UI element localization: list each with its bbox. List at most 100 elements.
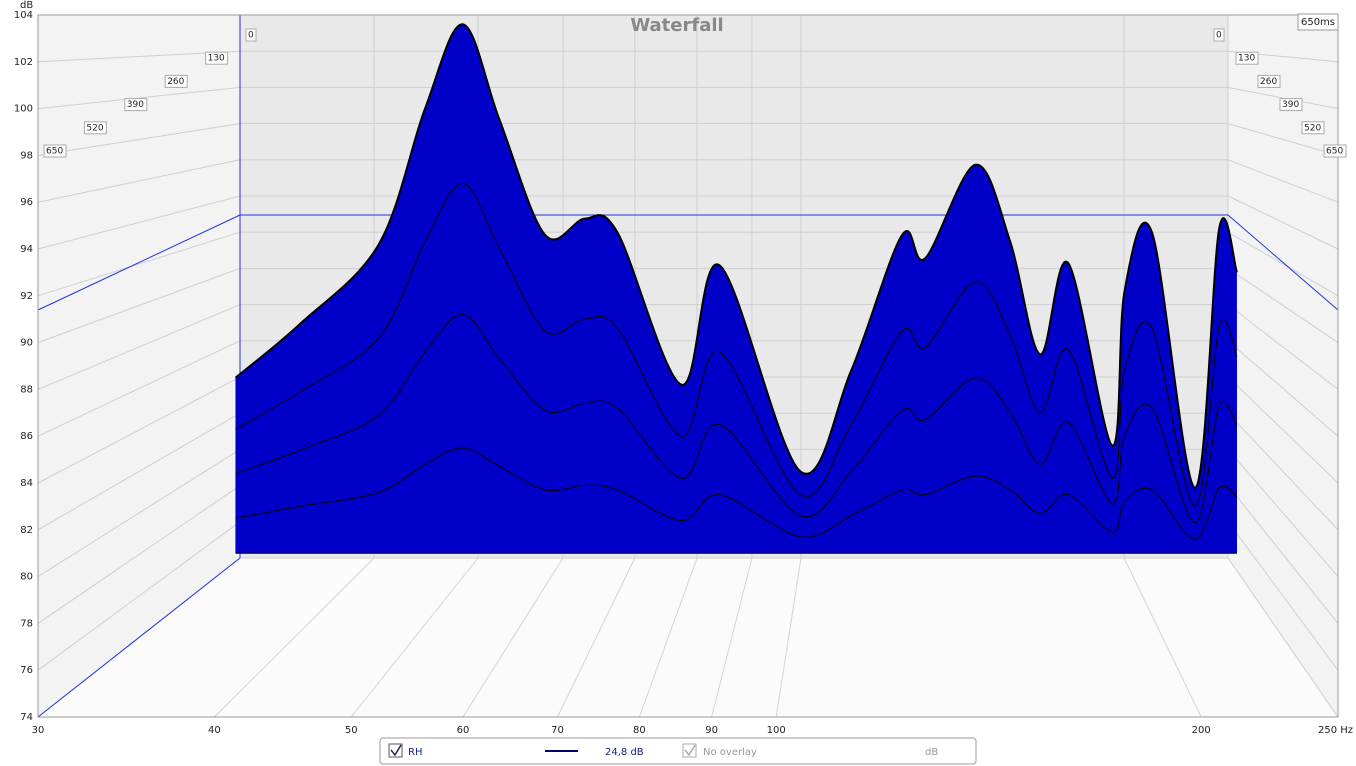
- time-tick-label: 130: [208, 54, 225, 64]
- grid-line: [1227, 159, 1339, 203]
- slice-outline: [235, 182, 1238, 507]
- time-tick-label: 0: [248, 31, 254, 41]
- grid-line: [1227, 521, 1339, 671]
- grid-line: [1227, 412, 1339, 531]
- grid-line: [1227, 340, 1339, 437]
- slice-area: [235, 447, 1237, 554]
- cursor-line: [37, 557, 241, 718]
- check-mark: [390, 744, 402, 757]
- time-tick-box: [1257, 74, 1281, 88]
- grid-line: [37, 340, 241, 437]
- label-box: [1297, 13, 1339, 31]
- slice-outline: [235, 314, 1238, 524]
- slice-outline: [235, 447, 1238, 540]
- grid-line: [1227, 304, 1339, 390]
- time-tick-label: 130: [1238, 54, 1255, 64]
- time-tick-box: [164, 74, 188, 88]
- legend-overlay-unit: dB: [925, 747, 938, 758]
- y-tick-label: 90: [20, 338, 33, 349]
- grid-line: [1227, 195, 1339, 250]
- grid-line: [214, 557, 375, 718]
- y-tick-label: 92: [20, 291, 33, 302]
- time-tick-box: [1279, 98, 1303, 112]
- grid-line: [1227, 231, 1339, 297]
- time-tick-box: [83, 121, 107, 135]
- time-tick-label: 0: [1216, 31, 1222, 41]
- grid-line: [37, 267, 241, 344]
- x-tick-label: 60: [457, 725, 470, 736]
- grid-line: [37, 485, 241, 624]
- checkbox[interactable]: [682, 743, 697, 758]
- grid-line: [1123, 557, 1202, 718]
- y-tick-label: 84: [20, 478, 33, 489]
- grid-line: [37, 159, 241, 203]
- time-tick-box: [43, 144, 67, 158]
- time-tick-box: [124, 98, 148, 112]
- legend-overlay: No overlay: [703, 747, 757, 758]
- check-mark: [684, 744, 696, 757]
- time-tick-label: 520: [86, 123, 103, 133]
- x-tick-label: 250 Hz: [1318, 725, 1353, 736]
- grid-line: [37, 304, 241, 390]
- y-tick-label: 94: [20, 244, 33, 255]
- grid-line: [350, 557, 479, 718]
- y-tick-label: 76: [20, 665, 33, 676]
- grid-line: [557, 557, 636, 718]
- legend-value: 24,8 dB: [605, 747, 644, 758]
- time-axis-label: 650ms: [1301, 17, 1335, 28]
- floor: [38, 558, 1338, 717]
- grid-line: [775, 557, 802, 718]
- grid-line: [1227, 123, 1339, 156]
- grid-line: [1227, 557, 1339, 718]
- x-tick-label: 70: [551, 725, 564, 736]
- slice-outline: [234, 23, 1238, 489]
- y-tick-label: 102: [14, 57, 33, 68]
- x-tick-label: 100: [767, 725, 786, 736]
- legend-box: [379, 737, 977, 765]
- x-tick-label: 80: [633, 725, 646, 736]
- y-tick-label: 78: [20, 618, 33, 629]
- grid-line: [1227, 267, 1339, 344]
- grid-line: [37, 412, 241, 531]
- grid-line: [1227, 449, 1339, 577]
- time-tick-label: 650: [1326, 147, 1343, 157]
- grid-line: [1227, 485, 1339, 624]
- y-tick-label: 98: [20, 150, 33, 161]
- grid-line: [37, 448, 241, 578]
- time-tick-box: [1301, 121, 1325, 135]
- time-tick-box: [205, 51, 229, 65]
- time-tick-box: [245, 28, 257, 42]
- time-tick-label: 520: [1304, 123, 1321, 133]
- y-tick-label: 100: [14, 104, 33, 115]
- grid-line: [638, 557, 698, 718]
- time-tick-label: 390: [127, 100, 144, 110]
- time-tick-box: [1323, 144, 1347, 158]
- time-tick-label: 650: [46, 147, 63, 157]
- grid-line: [462, 557, 564, 718]
- grid-line: [37, 231, 241, 297]
- y-tick-label: 104: [14, 10, 33, 21]
- plot-border: [37, 14, 1339, 718]
- legend: RH 24,8 dB No overlay dB: [379, 737, 977, 765]
- time-tick-label: 260: [167, 77, 184, 87]
- checkbox[interactable]: [388, 743, 403, 758]
- grid-line: [711, 557, 753, 718]
- grid-line: [37, 123, 241, 156]
- grid-line: [37, 86, 241, 110]
- left-wall: [38, 15, 240, 717]
- grid-line: [37, 521, 241, 671]
- y-tick-label: 80: [20, 572, 33, 583]
- y-tick-label: 86: [20, 431, 33, 442]
- x-tick-label: 90: [705, 725, 718, 736]
- grid-line: [1227, 376, 1339, 484]
- x-tick-label: 40: [208, 725, 221, 736]
- cursor-line: [1227, 214, 1339, 311]
- time-tick-box: [1213, 28, 1225, 42]
- y-axis-label: dB: [20, 0, 33, 11]
- x-tick-label: 50: [345, 725, 358, 736]
- grid-line: [37, 376, 241, 484]
- x-tick-label: 30: [32, 725, 45, 736]
- right-wall: [1228, 15, 1338, 717]
- legend-trace: RH: [408, 747, 422, 758]
